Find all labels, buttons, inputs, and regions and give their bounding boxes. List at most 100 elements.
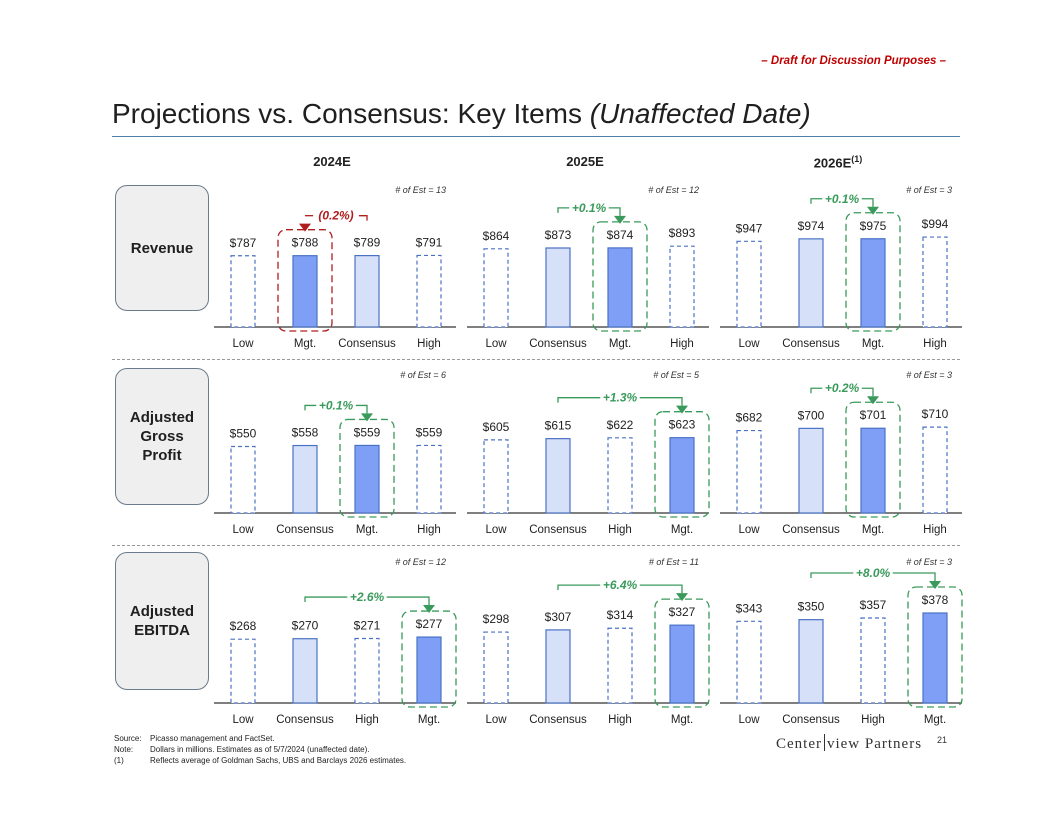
page-title-main: Projections vs. Consensus: Key Items: [112, 98, 590, 129]
footnote-text: Picasso management and FactSet.: [150, 734, 275, 743]
bar-consensus: [798, 238, 824, 328]
category-label: Mgt.: [862, 524, 884, 536]
category-label: Consensus: [782, 714, 840, 726]
category-label: Low: [485, 714, 507, 726]
bar-value-label: $788: [292, 236, 319, 250]
category-label: High: [608, 524, 632, 536]
bar-value-label: $864: [483, 229, 510, 243]
bar-management: [922, 612, 948, 704]
row-label-line: Adjusted: [129, 409, 195, 426]
bar-value-label: $682: [736, 411, 763, 425]
bar-estimate: [483, 248, 509, 328]
management-highlight-box: [845, 212, 901, 332]
bar-value-label: $268: [230, 619, 257, 633]
footnote-text: Reflects average of Goldman Sachs, UBS a…: [150, 756, 407, 765]
bar-management: [669, 624, 695, 704]
row-label-line: Adjusted: [129, 603, 195, 620]
bar-value-label: $787: [230, 236, 257, 250]
bar-value-label: $307: [545, 610, 572, 624]
category-label: Low: [738, 714, 760, 726]
bar-value-label: $558: [292, 426, 319, 440]
category-label: Low: [232, 714, 254, 726]
comparison-bracket: [810, 198, 823, 204]
bar-value-label: $550: [230, 427, 257, 441]
comparison-bracket: [386, 596, 430, 606]
comparison-bracket: [810, 387, 823, 394]
footnote-key: Source:: [114, 734, 142, 743]
bar-value-label: $623: [669, 418, 696, 432]
row-label-gross-profit: Adjusted Gross Profit: [115, 368, 209, 505]
bar-management: [669, 437, 695, 514]
bar-value-label: $277: [416, 617, 443, 631]
management-highlight-box: [907, 586, 963, 708]
bar-value-label: $710: [922, 407, 949, 421]
bar-estimate: [860, 617, 886, 704]
bar-estimate: [669, 245, 695, 328]
footnote-key: (1): [114, 756, 124, 765]
footnote-text: Dollars in millions. Estimates as of 5/7…: [150, 745, 370, 754]
arrow-down-icon: [423, 605, 435, 614]
arrow-down-icon: [929, 580, 941, 589]
year-header-2024: 2024E: [272, 154, 392, 169]
bar-value-label: $559: [416, 425, 443, 439]
category-label: Consensus: [276, 714, 334, 726]
est-count: # of Est = 3: [906, 185, 952, 195]
bar-value-label: $893: [669, 226, 696, 240]
company-logo: Center view Partners: [776, 734, 922, 753]
management-highlight-box: [401, 610, 457, 708]
est-count: # of Est = 12: [648, 185, 699, 195]
bar-management: [354, 444, 380, 514]
variance-label: +0.1%: [572, 201, 607, 215]
management-highlight-box: [277, 229, 333, 332]
bar-value-label: $975: [860, 219, 887, 233]
arrow-down-icon: [614, 215, 626, 224]
bar-value-label: $874: [607, 228, 634, 242]
bar-consensus: [292, 444, 318, 514]
comparison-bracket: [355, 404, 368, 414]
comparison-bracket: [639, 397, 683, 406]
variance-label: +0.1%: [825, 192, 860, 206]
comparison-bracket: [304, 404, 317, 411]
footnote-note: Note: Dollars in millions. Estimates as o…: [114, 744, 406, 755]
variance-label: +8.0%: [856, 566, 891, 580]
comparison-bracket: [861, 387, 874, 397]
category-label: High: [417, 338, 441, 350]
row-label-line: Gross: [140, 428, 184, 445]
logo-left: Center: [776, 736, 822, 752]
comparison-bracket: [892, 572, 936, 581]
category-label: Consensus: [276, 524, 334, 536]
year-label: 2025E: [566, 154, 604, 169]
comparison-bracket: [304, 596, 348, 603]
bar-management: [607, 247, 633, 328]
bar-estimate: [230, 445, 256, 514]
bar-value-label: $350: [798, 600, 825, 614]
bar-consensus: [545, 438, 571, 514]
footnote-1: (1) Reflects average of Goldman Sachs, UB…: [114, 755, 406, 766]
bar-consensus: [354, 254, 380, 328]
bar-estimate: [922, 426, 948, 514]
bar-value-label: $700: [798, 408, 825, 422]
category-label: Low: [738, 338, 760, 350]
comparison-bracket: [639, 584, 683, 594]
variance-label: +0.1%: [319, 398, 354, 412]
category-label: Mgt.: [862, 338, 884, 350]
bar-value-label: $357: [860, 598, 887, 612]
bar-management: [416, 636, 442, 704]
footnote-source: Source: Picasso management and FactSet.: [114, 733, 406, 744]
category-label: Mgt.: [671, 524, 693, 536]
category-label: Low: [738, 524, 760, 536]
year-header-2025: 2025E: [525, 154, 645, 169]
est-count: # of Est = 12: [395, 557, 446, 567]
bar-estimate: [736, 240, 762, 328]
category-label: Low: [232, 338, 254, 350]
arrow-down-icon: [676, 405, 688, 414]
est-count: # of Est = 13: [395, 185, 446, 195]
management-highlight-box: [654, 411, 710, 518]
management-highlight-box: [339, 418, 395, 518]
bar-estimate: [416, 254, 442, 328]
est-count: # of Est = 5: [653, 370, 700, 380]
bar-consensus: [545, 629, 571, 704]
management-highlight-box: [845, 401, 901, 518]
comparison-bracket: [557, 584, 601, 591]
category-label: Low: [485, 524, 507, 536]
